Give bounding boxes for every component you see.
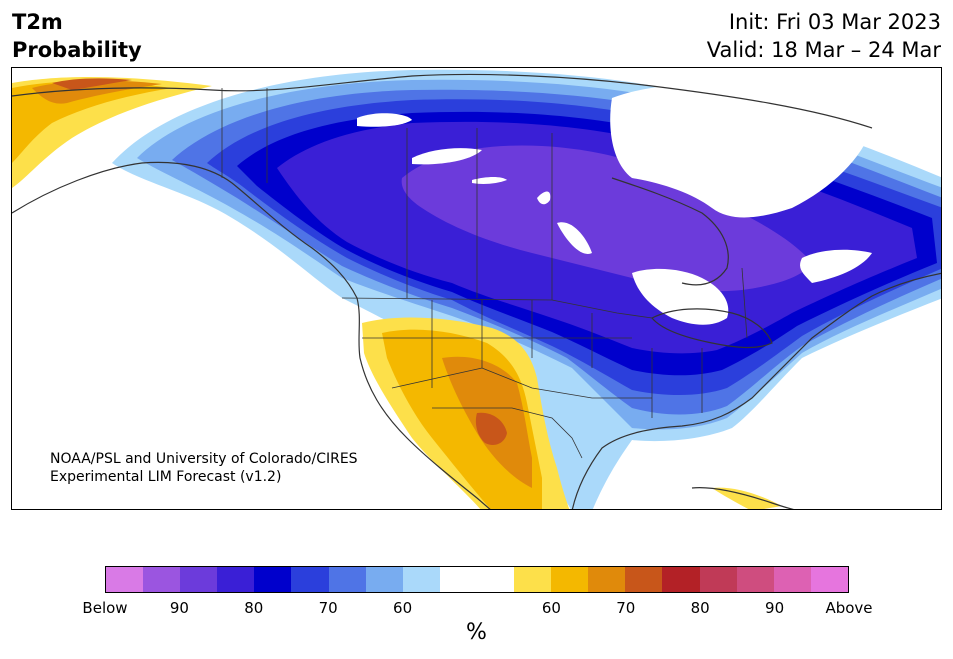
colorbar-unit: % [466, 620, 487, 645]
colorbar-cell-7 [365, 567, 403, 592]
probability-map: NOAA/PSL and University of Colorado/CIRE… [11, 67, 942, 510]
colorbar-cell-2 [180, 567, 218, 592]
colorbar-tick-label: Above [825, 599, 873, 617]
colorbar-cell-11 [514, 567, 552, 592]
lake-masks [357, 83, 872, 325]
colorbar-cell-5 [291, 567, 329, 592]
colorbar-cell-6 [328, 567, 366, 592]
valid-range: Valid: 18 Mar – 24 Mar [706, 38, 941, 62]
colorbar-cell-9 [439, 567, 477, 592]
colorbar-cell-10 [476, 567, 515, 592]
colorbar-cell-16 [699, 567, 737, 592]
colorbar-cell-12 [551, 567, 589, 592]
map-canvas [12, 68, 941, 509]
colorbar-cell-13 [588, 567, 626, 592]
colorbar-tick-label: 60 [541, 599, 561, 617]
cuba-warm-area [712, 487, 782, 509]
warm-probability-area-north [12, 77, 212, 188]
colorbar-tick-label: 80 [690, 599, 710, 617]
colorbar-cell-18 [773, 567, 811, 592]
colorbar-ticks: Below 90 80 70 60 60 70 80 90 Above [82, 599, 872, 619]
political-borders [221, 88, 748, 459]
colorbar-cell-15 [662, 567, 700, 592]
colorbar-cell-14 [625, 567, 663, 592]
colorbar-cell-4 [254, 567, 292, 592]
title-metric: Probability [12, 38, 142, 62]
init-date: Init: Fri 03 Mar 2023 [728, 10, 941, 34]
colorbar-tick-label: 90 [765, 599, 785, 617]
colorbar-cell-19 [810, 567, 848, 592]
colorbar-tick-label: 70 [318, 599, 338, 617]
forecast-dates: Init: Fri 03 Mar 2023 Valid: 18 Mar – 24… [707, 8, 941, 64]
colorbar-tick-label: Below [82, 599, 128, 617]
colorbar-cell-1 [143, 567, 181, 592]
credit-line-2: Experimental LIM Forecast (v1.2) [50, 469, 282, 485]
colorbar-tick-label: 80 [244, 599, 264, 617]
title-variable: T2m [12, 10, 63, 34]
colorbar [105, 566, 849, 593]
map-credit: NOAA/PSL and University of Colorado/CIRE… [50, 450, 358, 486]
coastlines [12, 73, 941, 509]
colorbar-cell-3 [217, 567, 255, 592]
warm-probability-area-south [362, 317, 570, 509]
colorbar-tick-label: 60 [393, 599, 413, 617]
colorbar-tick-label: 70 [616, 599, 636, 617]
colorbar-cell-17 [736, 567, 774, 592]
credit-line-1: NOAA/PSL and University of Colorado/CIRE… [50, 451, 358, 467]
title-block: T2m Probability [12, 8, 142, 64]
colorbar-tick-label: 90 [169, 599, 189, 617]
colorbar-cell-8 [402, 567, 440, 592]
colorbar-cell-0 [106, 567, 144, 592]
